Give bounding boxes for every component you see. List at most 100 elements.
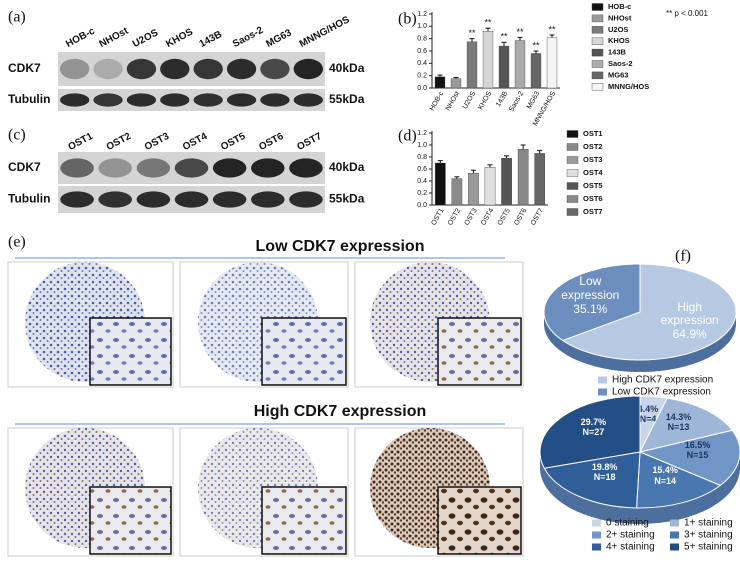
y-tick-label: 0.0 [417, 202, 427, 209]
legend-label: HOB-c [608, 2, 631, 11]
x-tick-label: MG63 [526, 90, 542, 110]
legend-label: MG63 [608, 70, 628, 79]
blot-band [93, 58, 123, 80]
panel-label: (a) [8, 9, 26, 26]
slice-label-text: 4.4% N=4 [612, 404, 684, 425]
blot-band [160, 93, 190, 107]
panel-label: (c) [8, 127, 26, 144]
slice-label-text: 29.7% N=27 [557, 417, 629, 438]
legend-swatch [566, 169, 579, 177]
x-tick-label: OST4 [480, 207, 495, 226]
slice-label: 15.4%N=14 [629, 465, 701, 486]
legend-label: 0 staining [606, 518, 649, 529]
bar [534, 153, 546, 206]
legend-label: 4+ staining [606, 542, 655, 553]
legend-label: OST4 [583, 168, 603, 177]
bar [434, 76, 446, 89]
blot-band [226, 58, 257, 80]
legend-swatch [591, 26, 604, 34]
panel-label: (d) [398, 128, 417, 145]
slice-label-text: 15.4% N=14 [629, 465, 701, 486]
lane-label: OST3 [143, 131, 172, 153]
bar [434, 162, 446, 206]
x-tick-label: KHOS [477, 90, 493, 111]
significance-label: ** [500, 32, 508, 42]
legend-swatch [591, 83, 604, 91]
legend-label: Saos-2 [608, 59, 633, 68]
significance-label: ** [516, 27, 524, 37]
legend-swatch [670, 531, 679, 539]
blot-band [212, 191, 247, 208]
legend-label: KHOS [608, 36, 630, 45]
y-tick-label: 1.0 [417, 23, 427, 30]
legend-swatch [566, 182, 579, 190]
blot-band [193, 93, 223, 107]
pie-slice [561, 263, 737, 361]
blot-band [193, 58, 223, 80]
blot-band [60, 93, 90, 107]
legend-swatch [591, 3, 604, 11]
blot-band [98, 191, 132, 208]
legend-label: 5+ staining [684, 542, 733, 553]
slice-value: 4.4% [637, 403, 659, 414]
size-label: 40kDa [329, 160, 365, 174]
slice-label: 16.5%N=15 [685, 440, 711, 461]
legend-label: 143B [608, 48, 627, 57]
legend-swatch [591, 14, 604, 23]
bar [450, 78, 462, 89]
pie-slice [543, 451, 641, 509]
lane-label: OST6 [257, 131, 286, 153]
blot-band [251, 158, 285, 178]
lane-label: OST5 [219, 131, 248, 153]
slice-count: N=18 [593, 472, 616, 483]
legend-swatch [566, 208, 579, 216]
legend-label: OST7 [583, 207, 603, 216]
legend-swatch [566, 130, 579, 138]
significance-label: ** [468, 28, 476, 38]
slice-count: N=14 [654, 475, 677, 486]
legend-label: OST3 [583, 155, 603, 164]
x-tick-label: OST2 [447, 207, 462, 226]
slice-label-text: Low expression 35.1% [557, 275, 623, 316]
blot-band [260, 93, 290, 107]
blot-band [174, 158, 209, 178]
x-tick-label: HOB-c [429, 90, 446, 112]
slice-count: N=13 [667, 422, 690, 433]
blot-band [174, 191, 209, 208]
legend-swatch [670, 543, 679, 551]
legend-label: MNNG/HOS [608, 82, 649, 91]
bar [546, 37, 558, 89]
slice-value: 64.9% [672, 327, 707, 342]
lane-label: OST1 [67, 131, 96, 153]
slice-label: 14.3%N=13 [642, 412, 714, 433]
slice-label-text: 14.3% N=13 [642, 412, 714, 433]
slice-label: 29.7%N=27 [557, 417, 629, 438]
slice-value: 14.3% [665, 411, 692, 422]
blot-band [136, 191, 171, 208]
slice-value: 35.1% [573, 302, 608, 317]
pie-slice [543, 263, 641, 342]
legend-swatch [592, 531, 601, 539]
legend-swatch [598, 388, 607, 396]
slice-label: 19.8%N=18 [592, 462, 618, 483]
slice-count: N=15 [686, 450, 709, 461]
slice-count: N=4 [639, 414, 657, 425]
x-tick-label: NHOst [445, 90, 462, 112]
legend-swatch [566, 143, 579, 151]
legend-swatch [598, 376, 607, 384]
legend-swatch [591, 60, 604, 68]
x-tick-label: Saos-2 [508, 90, 525, 113]
significance-label: ** [548, 24, 556, 34]
legend-label: OST5 [583, 181, 603, 190]
bar [482, 31, 494, 89]
panel-label: (e) [8, 234, 26, 251]
bar [498, 45, 510, 89]
lane-label: OST7 [295, 131, 324, 153]
bar [514, 40, 526, 89]
lane-label: MG63 [264, 27, 294, 50]
x-tick-label: 143B [495, 90, 509, 108]
blot-strip [58, 89, 325, 111]
size-label: 40kDa [329, 61, 365, 75]
